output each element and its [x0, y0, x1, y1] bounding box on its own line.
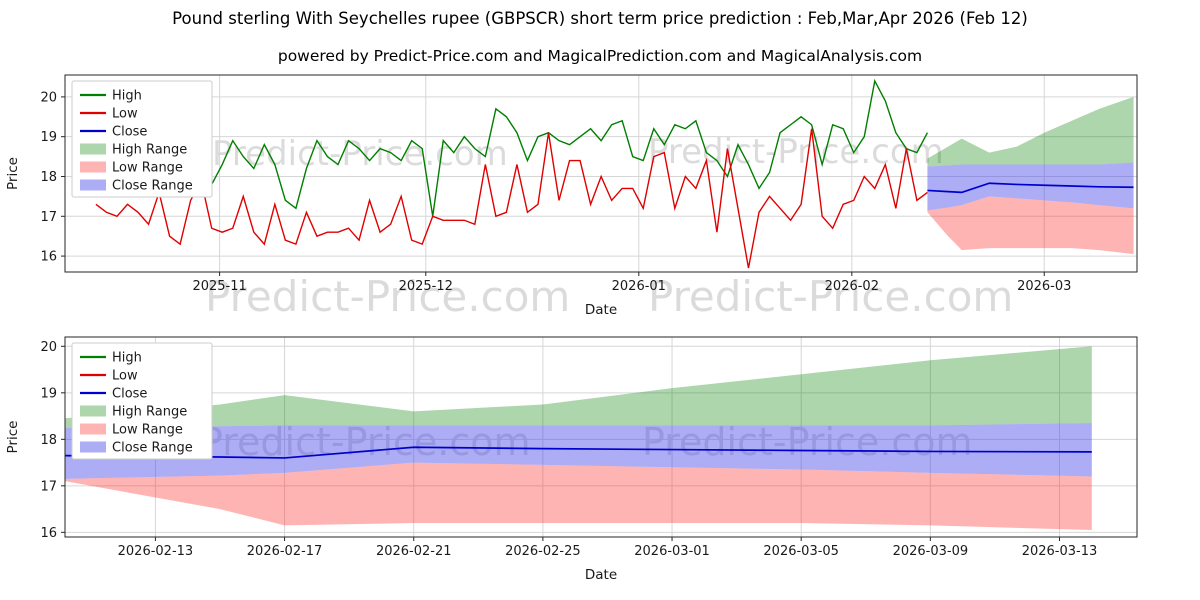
- x-tick-label: 2026-03-13: [1022, 544, 1098, 559]
- x-tick-label: 2026-02: [825, 279, 879, 294]
- legend-label: Low Range: [112, 161, 183, 176]
- legend-label: Low: [112, 107, 138, 122]
- y-axis-label: Price: [5, 157, 21, 190]
- low_range-legend-swatch: [80, 423, 106, 435]
- gridlines: [65, 337, 1137, 537]
- x-tick-label: 2026-03-01: [634, 544, 710, 559]
- axes: 16 17 18 19 20 2025-11 2025-12 2026-01 2026-02 20…: [5, 90, 1071, 318]
- legend-label: High Range: [112, 143, 187, 158]
- x-tick-label: 2025-11: [192, 279, 246, 294]
- y-tick-label: 17: [40, 210, 57, 225]
- x-axis-label: Date: [585, 567, 617, 583]
- y-tick-label: 20: [40, 340, 57, 355]
- y-tick-label: 18: [40, 433, 57, 448]
- y-tick-label: 19: [40, 386, 57, 401]
- high-line: [95, 78, 929, 217]
- legend: High Low Close High Range Low Range Close Ran…: [71, 342, 213, 460]
- y-tick-label: 18: [40, 170, 57, 185]
- x-tick-label: 2026-02-17: [247, 544, 323, 559]
- y-axis-label: Price: [5, 421, 21, 454]
- low-range-band: [927, 196, 1134, 255]
- legend-box: [71, 342, 213, 460]
- forecast-bands: [927, 96, 1134, 255]
- chart-title: Pound sterling With Seychelles rupee (GB…: [172, 9, 1028, 28]
- close-range-band: [927, 162, 1134, 211]
- top-price-chart: 16 17 18 19 20 2025-11 2025-12 2026-01 2026-02 20…: [5, 74, 1138, 318]
- y-tick-label: 17: [40, 479, 57, 494]
- legend-label: Close: [112, 387, 147, 402]
- low_range-legend-swatch: [80, 161, 106, 173]
- close_range-legend-swatch: [80, 179, 106, 191]
- low-range-band: [65, 462, 1092, 531]
- close_range-legend-swatch: [80, 441, 106, 453]
- forecast-bands: [65, 346, 1092, 531]
- close-range-band: [65, 423, 1092, 479]
- y-tick-label: 16: [40, 250, 57, 265]
- y-tick-label: 20: [40, 90, 57, 105]
- x-tick-label: 2026-02-25: [505, 544, 581, 559]
- y-tick-label: 19: [40, 130, 57, 145]
- close-line: [927, 182, 1134, 194]
- legend-label: High Range: [112, 405, 187, 420]
- close-line: [64, 446, 1092, 459]
- legend-label: High: [112, 89, 142, 104]
- legend-label: Low Range: [112, 423, 183, 438]
- legend-label: Close Range: [112, 441, 193, 456]
- legend-box: [71, 80, 213, 198]
- y-tick-label: 16: [40, 526, 57, 541]
- low-line: [95, 128, 928, 269]
- gridlines: [65, 75, 1137, 272]
- high_range-legend-swatch: [80, 405, 106, 417]
- bottom-forecast-chart: 16 17 18 19 20 2026-02-13 2026-02-17 2026-02-21…: [5, 336, 1138, 583]
- plot-border: [64, 74, 1138, 273]
- axes: 16 17 18 19 20 2026-02-13 2026-02-17 2026-02-21…: [5, 340, 1097, 583]
- x-tick-label: 2026-03-05: [763, 544, 839, 559]
- high_range-legend-swatch: [80, 143, 106, 155]
- legend-label: Close Range: [112, 179, 193, 194]
- x-axis-label: Date: [585, 302, 617, 318]
- x-tick-label: 2026-02-13: [118, 544, 194, 559]
- x-tick-label: 2026-02-21: [376, 544, 452, 559]
- plot-border: [64, 336, 1138, 538]
- x-tick-label: 2025-12: [399, 279, 453, 294]
- x-tick-label: 2026-01: [612, 279, 666, 294]
- high-range-band: [927, 96, 1134, 167]
- legend: High Low Close High Range Low Range Close Ran…: [71, 80, 213, 198]
- high-range-band: [65, 346, 1092, 428]
- chart-subtitle: powered by Predict-Price.com and Magical…: [277, 47, 923, 65]
- legend-label: Low: [112, 369, 138, 384]
- legend-label: High: [112, 351, 142, 366]
- legend-label: Close: [112, 125, 147, 140]
- x-tick-label: 2026-03: [1017, 279, 1071, 294]
- x-tick-label: 2026-03-09: [893, 544, 969, 559]
